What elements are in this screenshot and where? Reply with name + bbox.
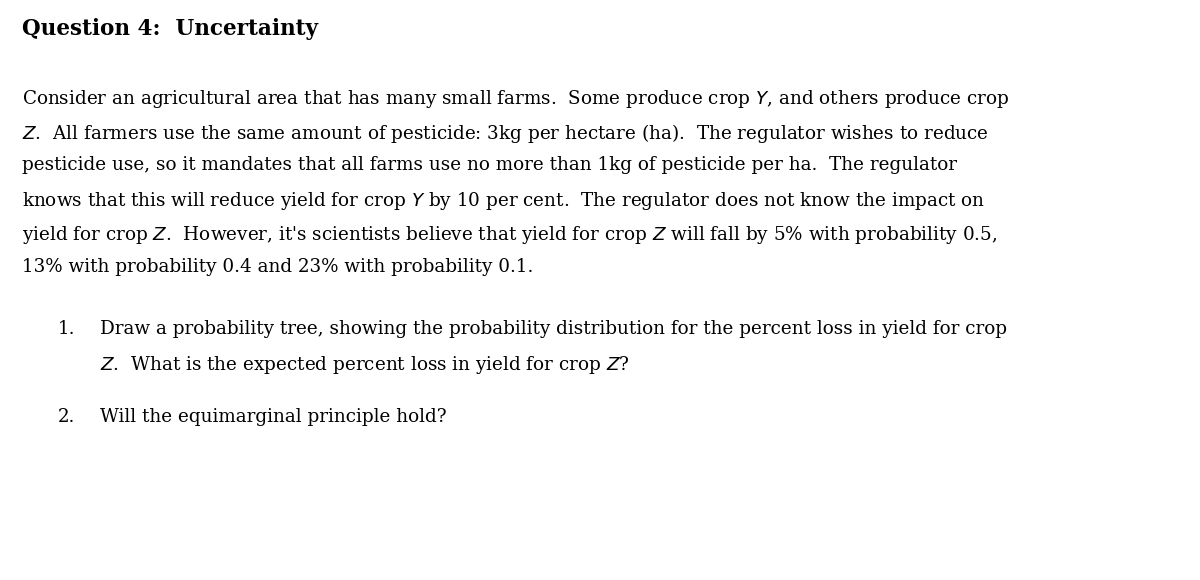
Text: Consider an agricultural area that has many small farms.  Some produce crop $Y$,: Consider an agricultural area that has m… [22,88,1009,110]
Text: Will the equimarginal principle hold?: Will the equimarginal principle hold? [100,408,446,426]
Text: 1.: 1. [58,320,76,338]
Text: yield for crop $Z$.  However, it's scientists believe that yield for crop $Z$ wi: yield for crop $Z$. However, it's scient… [22,224,997,246]
Text: $Z$.  All farmers use the same amount of pesticide: 3kg per hectare (ha).  The r: $Z$. All farmers use the same amount of … [22,122,989,145]
Text: knows that this will reduce yield for crop $Y$ by 10 per cent.  The regulator do: knows that this will reduce yield for cr… [22,190,985,212]
Text: Question 4:  Uncertainty: Question 4: Uncertainty [22,18,318,40]
Text: pesticide use, so it mandates that all farms use no more than 1kg of pesticide p: pesticide use, so it mandates that all f… [22,156,958,174]
Text: Draw a probability tree, showing the probability distribution for the percent lo: Draw a probability tree, showing the pro… [100,320,1007,338]
Text: $Z$.  What is the expected percent loss in yield for crop $Z$?: $Z$. What is the expected percent loss i… [100,354,630,376]
Text: 13% with probability 0.4 and 23% with probability 0.1.: 13% with probability 0.4 and 23% with pr… [22,258,533,276]
Text: 2.: 2. [58,408,76,426]
